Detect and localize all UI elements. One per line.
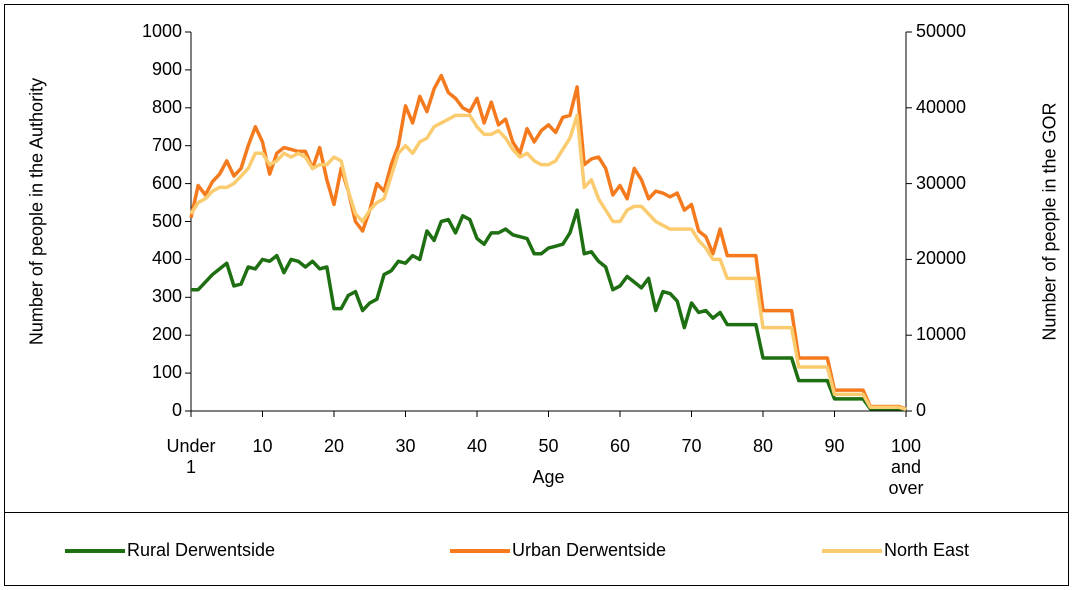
legend-label: Urban Derwentside: [512, 540, 667, 560]
y-tick-label: 600: [151, 172, 182, 193]
x-tick-label: 30: [395, 436, 416, 456]
y2-tick-label: 40000: [916, 96, 967, 117]
y2-tick-label: 50000: [916, 21, 967, 41]
series-line: [189, 113, 907, 412]
y2-tick-label: 10000: [916, 324, 967, 345]
x-tick-label: 90: [824, 436, 845, 456]
y-tick-label: 1000: [141, 21, 182, 41]
y-tick-label: 700: [151, 134, 182, 155]
y-tick-label: 300: [151, 286, 182, 307]
y2-axis-title: Number of people in the GOR: [1039, 101, 1060, 341]
y-tick-label: 500: [151, 210, 182, 231]
legend-frame: [4, 512, 1069, 586]
x-tick-label: 80: [752, 436, 774, 456]
y-tick-label: 900: [151, 58, 182, 79]
y-tick-label: 800: [151, 96, 182, 117]
x-tick-label: 100 and over: [888, 436, 924, 498]
legend-label: Rural Derwentside: [127, 540, 276, 560]
y-axis-title: Number of people in the Authority: [26, 77, 47, 345]
x-tick-label: 50: [538, 436, 559, 456]
y2-tick-label: 0: [916, 400, 927, 420]
x-tick-label: 60: [609, 436, 631, 456]
y-tick-label: 0: [171, 400, 182, 420]
y2-tick-label: 20000: [916, 248, 967, 269]
y-tick-label: 200: [151, 324, 182, 345]
y2-tick-label: 30000: [916, 172, 967, 193]
x-tick-label: 40: [466, 436, 488, 456]
x-tick-label: Under 1: [166, 436, 216, 477]
x-tick-label: 20: [323, 436, 345, 456]
x-tick-label: 10: [252, 436, 273, 456]
legend-label: North East: [884, 540, 970, 560]
x-axis-title: Age: [532, 467, 565, 487]
x-tick-label: 70: [681, 436, 702, 456]
y-tick-label: 100: [151, 362, 182, 383]
y-tick-label: 400: [151, 248, 182, 269]
series-line: [191, 208, 907, 411]
